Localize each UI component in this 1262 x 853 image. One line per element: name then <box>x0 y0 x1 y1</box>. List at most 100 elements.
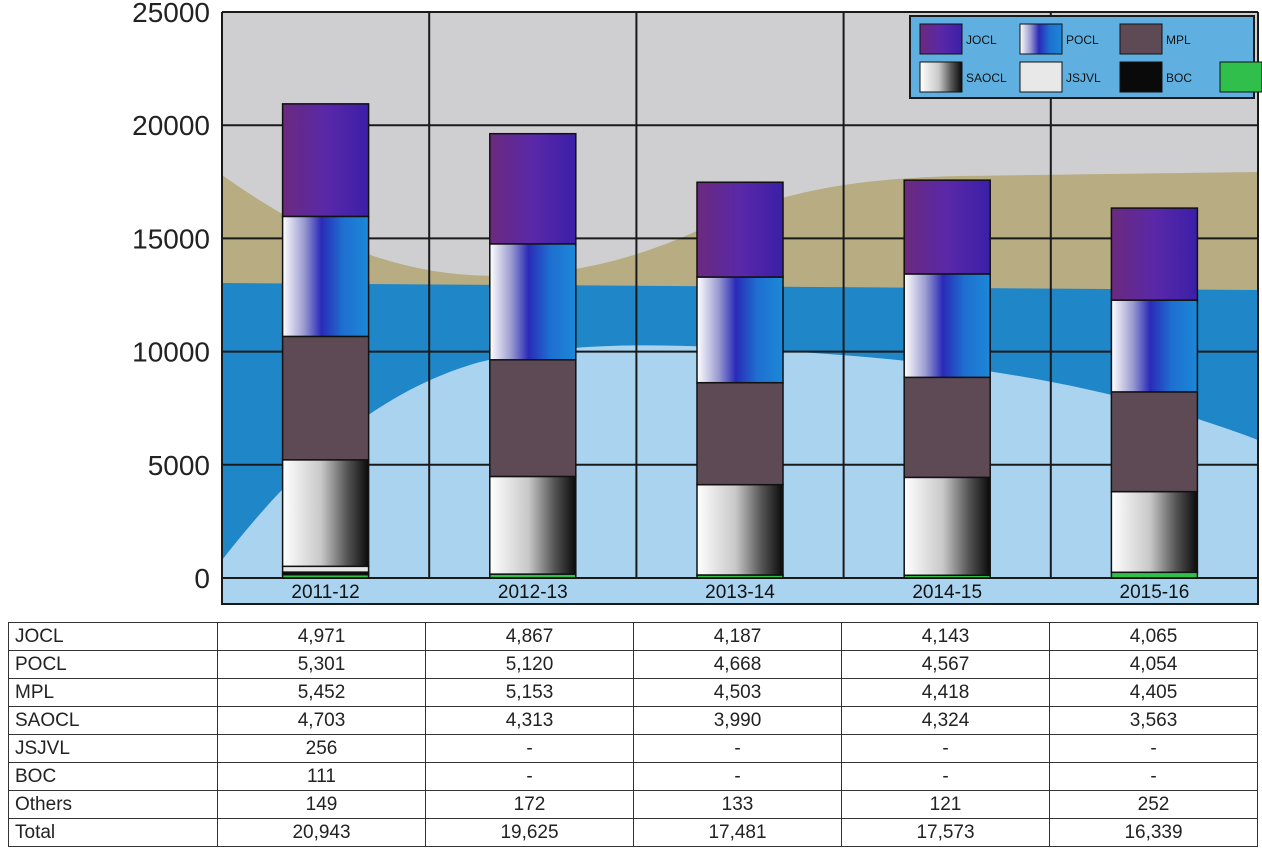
row-label: Others <box>8 790 218 819</box>
row-label: SAOCL <box>8 706 218 735</box>
bar-saocl-2012-13 <box>489 475 577 575</box>
table-cell: 4,418 <box>841 678 1050 707</box>
table-row: BOC 111- - - - <box>8 762 1258 791</box>
table-cell: 4,971 <box>217 622 426 651</box>
table-cell: - <box>841 762 1050 791</box>
category-label: 2011-12 <box>291 582 359 603</box>
y-tick-label: 20000 <box>132 110 210 141</box>
table-row: Total 20,943 19,625 17,481 17,573 16,339 <box>8 818 1258 847</box>
y-tick-label: 10000 <box>132 337 210 368</box>
legend: JOCLPOCLMPLSAOCLJSJVLBOCOthers <box>909 15 1262 99</box>
bar-jocl-2013-14 <box>696 181 784 278</box>
table-cell: - <box>425 762 634 791</box>
category-label: 2015-16 <box>1120 582 1190 603</box>
table-row: Others 149 172 133 121 252 <box>8 790 1258 819</box>
y-tick-label: 5000 <box>148 450 210 481</box>
table-cell: 4,187 <box>633 622 842 651</box>
row-label: BOC <box>8 762 218 791</box>
table-cell: 256 <box>217 734 426 763</box>
category-label: 2013-14 <box>705 582 775 603</box>
y-tick-label: 15000 <box>132 223 210 254</box>
table-cell: 5,301 <box>217 650 426 679</box>
bar-jocl-2015-16 <box>1110 207 1199 301</box>
bar-saocl-2015-16 <box>1110 490 1199 574</box>
chart-svg: 0 5000 10000 15000 20000 25000 2011-12 2012-13… <box>132 0 1262 605</box>
bar-mpl-2011-12 <box>281 335 370 461</box>
table-cell: 5,452 <box>217 678 426 707</box>
row-label: POCL <box>8 650 218 679</box>
bar-saocl-2011-12 <box>281 459 370 568</box>
table-cell: 149 <box>217 790 426 819</box>
legend-swatch-boc <box>1119 61 1163 93</box>
table-cell: 5,153 <box>425 678 634 707</box>
legend-label-saocl: SAOCL <box>966 71 1007 85</box>
bar-jocl-2012-13 <box>489 132 577 245</box>
table-row: JSJVL 256- - - - <box>8 734 1258 763</box>
table-cell: - <box>841 734 1050 763</box>
table-cell: 19,625 <box>425 818 634 847</box>
table-cell: 4,313 <box>425 706 634 735</box>
y-tick-label: 0 <box>194 563 210 594</box>
bar-pocl-2012-13 <box>489 243 577 361</box>
legend-box <box>909 15 1255 99</box>
category-label: 2012-13 <box>498 582 568 603</box>
bar-jocl-2014-15 <box>903 179 991 275</box>
table-cell: 4,503 <box>633 678 842 707</box>
bar-saocl-2013-14 <box>696 483 784 576</box>
table-cell: 4,065 <box>1049 622 1258 651</box>
table-cell: - <box>425 734 634 763</box>
bar-pocl-2015-16 <box>1110 299 1199 393</box>
table-cell: 3,563 <box>1049 706 1258 735</box>
table-row: JOCL 4,971 4,867 4,187 4,143 4,065 <box>8 622 1258 651</box>
table-row: POCL 5,301 5,120 4,668 4,567 4,054 <box>8 650 1258 679</box>
legend-label-mpl: MPL <box>1166 33 1191 47</box>
bar-jsjvl-2011-12 <box>281 565 370 573</box>
bar-mpl-2014-15 <box>903 376 991 479</box>
bar-jocl-2011-12 <box>281 103 370 218</box>
table-cell: 4,054 <box>1049 650 1258 679</box>
bar-mpl-2013-14 <box>696 381 784 486</box>
table-cell: 111 <box>217 762 426 791</box>
legend-swatch-saocl <box>919 61 963 93</box>
legend-swatch-jocl <box>919 23 963 55</box>
y-axis: 0 5000 10000 15000 20000 25000 <box>132 0 210 594</box>
table-cell: 4,567 <box>841 650 1050 679</box>
table-cell: 4,668 <box>633 650 842 679</box>
table-cell: 3,990 <box>633 706 842 735</box>
table-cell: 5,120 <box>425 650 634 679</box>
bar-pocl-2011-12 <box>281 215 370 338</box>
table-cell: - <box>633 734 842 763</box>
table-cell: 4,143 <box>841 622 1050 651</box>
legend-swatch-others <box>1219 61 1262 93</box>
table-cell: - <box>633 762 842 791</box>
table-cell: 4,867 <box>425 622 634 651</box>
category-band-fill <box>221 577 1259 605</box>
row-label: JSJVL <box>8 734 218 763</box>
legend-swatch-pocl <box>1019 23 1063 55</box>
category-band: 2011-12 2012-13 2013-14 2014-15 2015-16 <box>221 577 1259 605</box>
legend-swatch-jsjvl <box>1019 61 1063 93</box>
legend-label-boc: BOC <box>1166 71 1192 85</box>
legend-label-jsjvl: JSJVL <box>1066 71 1101 85</box>
table-cell: 172 <box>425 790 634 819</box>
table-cell: - <box>1049 734 1258 763</box>
row-label: Total <box>8 818 218 847</box>
table-cell: 17,573 <box>841 818 1050 847</box>
bar-others-2015-16 <box>1110 571 1199 579</box>
table-cell: 4,324 <box>841 706 1050 735</box>
table-cell: - <box>1049 762 1258 791</box>
bar-pocl-2013-14 <box>696 276 784 384</box>
row-label: JOCL <box>8 622 218 651</box>
table-cell: 17,481 <box>633 818 842 847</box>
bar-mpl-2015-16 <box>1110 391 1199 493</box>
y-tick-label: 25000 <box>132 0 210 28</box>
legend-label-jocl: JOCL <box>966 33 997 47</box>
table-row: SAOCL 4,703 4,313 3,990 4,324 3,563 <box>8 706 1258 735</box>
table-cell: 4,703 <box>217 706 426 735</box>
table-cell: 16,339 <box>1049 818 1258 847</box>
bar-mpl-2012-13 <box>489 359 577 478</box>
table-cell: 121 <box>841 790 1050 819</box>
data-table: JOCL 4,971 4,867 4,187 4,143 4,065 POCL 5,301 5,… <box>8 622 1258 847</box>
table-cell: 133 <box>633 790 842 819</box>
